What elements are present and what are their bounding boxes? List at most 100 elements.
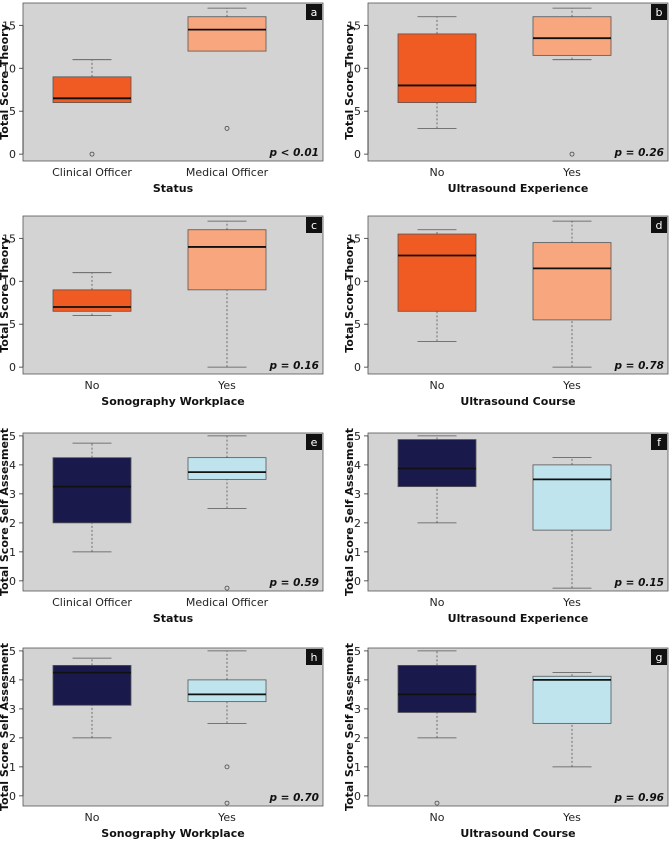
y-tick-label: 5 [9,645,16,658]
y-tick-label: 2 [354,732,361,745]
p-value-annotation: p = 0.96 [613,792,664,804]
outlier-point [569,151,575,157]
x-tick-label: No [85,811,100,824]
y-axis-label: Total Score Theory [343,24,356,140]
p-value-annotation: p = 0.70 [268,792,319,804]
y-tick-label: 0 [354,148,361,161]
y-tick-label: 10 [347,275,361,288]
box-0 [397,33,477,104]
y-tick-label: 0 [9,575,16,588]
x-tick-label: Yes [562,166,581,179]
x-axis-label: Sonography Workplace [101,827,244,840]
boxplot-panel-a: 0 5 10 15 Total Score Theory Clinical Officer… [0,0,326,205]
y-axis-label: Total Score Theory [0,24,11,140]
box-1 [187,16,267,52]
y-axis-label: Total Score Theory [0,237,11,353]
boxplot-panel-h: 0 1 2 3 4 5 Total Score Self Assesment No Yes Son… [0,643,326,850]
y-tick-label: 10 [2,275,16,288]
y-tick-label: 3 [354,488,361,501]
p-value-annotation: p = 0.16 [268,360,319,372]
x-tick-label: Medical Officer [186,596,269,609]
boxplot-panel-c: 0 5 10 15 Total Score Theory No Yes Sonography … [0,213,326,418]
y-tick-label: 0 [9,361,16,374]
y-tick-label: 15 [347,232,361,245]
x-tick-label: Yes [217,811,236,824]
y-axis-label: Total Score Self Assesment [343,643,356,811]
y-tick-label: 2 [9,517,16,530]
y-tick-label: 1 [9,761,16,774]
panel-letter-badge [306,434,322,450]
x-tick-label: Clinical Officer [52,596,132,609]
box-1 [532,464,612,531]
y-tick-label: 15 [2,19,16,32]
x-tick-label: No [430,596,445,609]
boxplot-panel-f: 0 1 2 3 4 5 Total Score Self Assesment No Yes Ult… [343,428,671,635]
panel-letter: b [656,6,663,19]
p-value-annotation: p = 0.78 [613,360,664,372]
y-tick-label: 0 [354,575,361,588]
p-value-annotation: p = 0.26 [613,147,664,159]
y-tick-label: 5 [9,430,16,443]
box-0 [52,289,132,312]
y-tick-label: 0 [9,148,16,161]
y-tick-label: 15 [347,19,361,32]
panel-letter: d [656,219,663,232]
y-tick-label: 10 [2,62,16,75]
panel-letter: h [311,651,318,664]
panel-letter: c [311,219,317,232]
panel-letter-badge [651,4,667,20]
box-1 [187,457,267,480]
y-tick-label: 1 [354,761,361,774]
y-axis-label: Total Score Self Assesment [0,643,11,811]
y-tick-label: 0 [354,361,361,374]
panel-letter: a [311,6,318,19]
outlier-point [89,151,95,157]
y-tick-label: 15 [2,232,16,245]
x-axis-label: Status [153,182,194,195]
box-1 [187,229,267,291]
boxplot-panel-d: 0 5 10 15 Total Score Theory No Yes Ultrasound … [343,213,671,418]
x-tick-label: Medical Officer [186,166,269,179]
box-1 [187,679,267,703]
x-axis-label: Ultrasound Course [460,395,575,408]
x-tick-label: No [85,379,100,392]
panel-letter-badge [306,217,322,233]
panel-letter: e [311,436,318,449]
panel-letter-badge [651,434,667,450]
outlier-point [224,800,230,806]
y-tick-label: 4 [354,459,361,472]
y-tick-label: 5 [354,105,361,118]
x-tick-label: Yes [562,596,581,609]
y-tick-label: 0 [354,790,361,803]
p-value-annotation: p < 0.01 [268,147,319,159]
box-1 [532,242,612,321]
y-tick-label: 10 [347,62,361,75]
y-tick-label: 3 [9,703,16,716]
y-tick-label: 5 [354,318,361,331]
y-axis-label: Total Score Self Assesment [0,428,11,596]
box-0 [52,664,132,706]
x-axis-label: Sonography Workplace [101,395,244,408]
x-tick-label: Yes [217,379,236,392]
box-1 [532,675,612,724]
panel-letter: g [656,651,663,664]
y-tick-label: 4 [354,674,361,687]
y-tick-label: 1 [9,546,16,559]
x-tick-label: No [430,811,445,824]
x-axis-label: Ultrasound Course [460,827,575,840]
x-axis-label: Status [153,612,194,625]
boxplot-panel-g: 0 1 2 3 4 5 Total Score Self Assesment No Yes Ult… [343,643,671,850]
outlier-point [224,764,230,770]
y-tick-label: 2 [354,517,361,530]
y-tick-label: 3 [354,703,361,716]
p-value-annotation: p = 0.15 [613,577,664,589]
box-0 [397,439,477,488]
y-tick-label: 4 [9,459,16,472]
outlier-point [224,125,230,131]
